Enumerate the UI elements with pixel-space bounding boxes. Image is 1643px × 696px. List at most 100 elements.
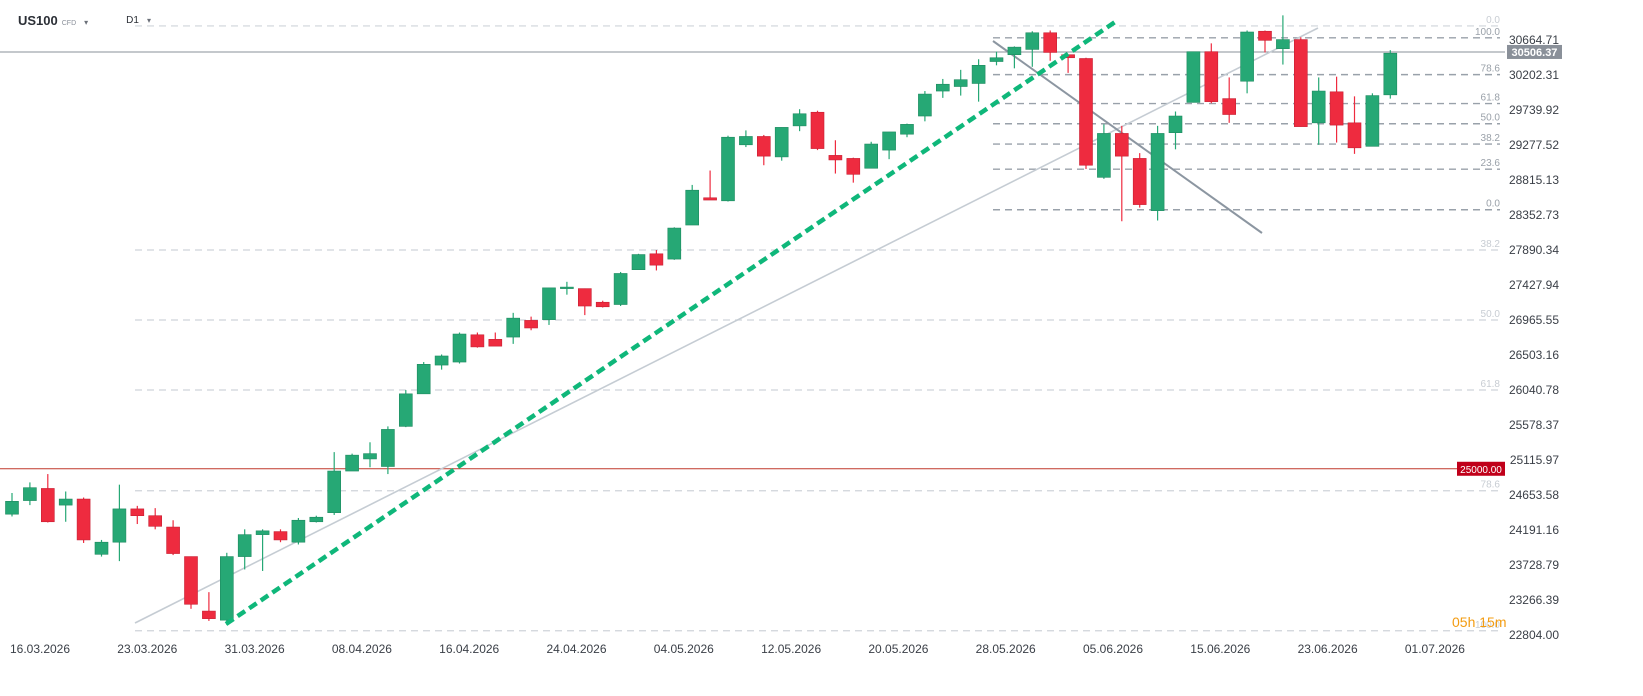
symbol-selector[interactable]: US100 CFD ▾: [18, 13, 88, 28]
time-tick-label: 08.04.2026: [332, 642, 392, 656]
candle-bearish: [184, 556, 198, 605]
candle-bullish: [1150, 133, 1165, 211]
candle-bullish: [5, 501, 19, 515]
candle-bullish: [112, 508, 127, 543]
price-tick-label: 28352.73: [1509, 208, 1559, 222]
fib-level-label: 38.2: [1481, 239, 1501, 250]
time-tick-label: 15.06.2026: [1190, 642, 1250, 656]
candle-bullish: [1240, 31, 1254, 82]
chart-toolbar: US100 CFD ▾ D1 ▾: [18, 10, 151, 30]
candle-bearish: [1258, 30, 1272, 41]
fib-retracement-left: 0.0 38.2 50.0 61.8 78.6 100.0: [135, 15, 1501, 632]
candle-bearish: [1115, 133, 1129, 157]
price-tick-label: 26965.55: [1509, 313, 1559, 327]
candle-bullish: [345, 454, 359, 472]
candle-bullish: [542, 287, 556, 320]
candle-bullish: [220, 556, 234, 621]
timeframe-selector[interactable]: D1 ▾: [126, 15, 151, 26]
symbol-name: US100: [18, 12, 58, 28]
fib-retracement-right: 100.0 78.6 61.8 50.0 38.2 23.6 0.0: [993, 27, 1501, 211]
candle-bullish: [667, 227, 682, 260]
candle-bullish: [1276, 39, 1290, 49]
time-tick-label: 16.03.2026: [10, 642, 70, 656]
price-tick-label: 22804.00: [1509, 628, 1559, 642]
candle-bullish: [381, 429, 395, 467]
candle-bullish: [721, 136, 735, 202]
price-tick-label: 25578.37: [1509, 418, 1559, 432]
fib-level-label: 23.6: [1481, 158, 1501, 169]
channel-line: [134, 27, 1319, 624]
fib-level-label: 0.0: [1486, 15, 1500, 26]
price-tick-label: 26040.78: [1509, 383, 1559, 397]
price-tick-label: 27890.34: [1509, 243, 1559, 257]
chevron-down-icon: ▾: [84, 17, 89, 27]
candle-bullish: [792, 113, 807, 127]
time-tick-label: 20.05.2026: [868, 642, 928, 656]
trendline: [224, 18, 1120, 626]
price-tick-label: 26503.16: [1509, 348, 1559, 362]
candle-bearish: [524, 320, 538, 329]
time-tick-label: 28.05.2026: [976, 642, 1036, 656]
candle-bullish: [918, 93, 932, 117]
candle-bullish: [398, 393, 413, 427]
candle-bullish: [416, 364, 431, 395]
candle-bullish: [452, 333, 467, 363]
current-price-badge: [1507, 44, 1562, 59]
candle-bullish: [882, 131, 896, 151]
candle-bullish: [971, 65, 986, 84]
candle-bullish: [1097, 133, 1111, 178]
candle-bullish: [1383, 52, 1398, 96]
candle-bearish: [649, 253, 664, 266]
candle-bullish: [864, 143, 879, 169]
price-tick-label: 30202.31: [1509, 68, 1559, 82]
candle-bullish: [739, 136, 753, 146]
price-tick-label: 27427.94: [1509, 278, 1559, 292]
candle-bearish: [148, 515, 162, 527]
time-tick-label: 01.07.2026: [1405, 642, 1465, 656]
fib-level-label: 61.8: [1481, 93, 1501, 104]
candle-bearish: [470, 334, 485, 348]
fib-level-label: 100.0: [1475, 27, 1500, 38]
candle-bullish: [1311, 90, 1326, 124]
candle-bullish: [363, 453, 377, 460]
timeframe-label: D1: [126, 14, 139, 26]
support-value: 25000.00: [1460, 465, 1502, 476]
support-badge: [1457, 461, 1505, 476]
time-axis[interactable]: 16.03.2026 23.03.2026 31.03.2026 08.04.2026…: [10, 642, 1465, 656]
price-tick-label: 29277.52: [1509, 138, 1559, 152]
candle-bearish: [166, 526, 180, 554]
time-tick-label: 12.05.2026: [761, 642, 821, 656]
time-tick-label: 23.03.2026: [117, 642, 177, 656]
uptrend-line: [224, 18, 1120, 626]
fib-level-label: 38.2: [1481, 133, 1501, 144]
candle-bearish: [595, 301, 610, 308]
price-tick-label: 24653.58: [1509, 488, 1559, 502]
candle-bullish: [237, 534, 252, 557]
fib-level-label: 50.0: [1481, 309, 1501, 320]
candle-bullish: [953, 79, 968, 87]
price-tick-label: 29739.92: [1509, 103, 1559, 117]
candle-bullish: [631, 254, 646, 270]
candle-bullish: [1007, 46, 1022, 56]
time-tick-label: 31.03.2026: [225, 642, 285, 656]
candle-bearish: [130, 508, 145, 517]
fib-level-label: 78.6: [1481, 64, 1501, 75]
candle-bearish: [1222, 98, 1236, 115]
candle-bullish: [255, 530, 270, 535]
candle-bullish: [94, 541, 109, 555]
candle-bearish: [756, 136, 771, 157]
candle-bearish: [40, 488, 55, 523]
fib-level-label: 78.6: [1481, 480, 1501, 491]
candle-bearish: [273, 531, 288, 541]
candle-bearish: [1132, 158, 1147, 205]
candle-bearish: [1204, 51, 1219, 102]
price-tick-label: 25115.97: [1510, 453, 1559, 467]
price-tick-label: 30664.71: [1509, 33, 1559, 47]
candle-bearish: [76, 498, 91, 541]
candle-bullish: [1186, 51, 1201, 103]
candle-bearish: [1043, 32, 1057, 53]
price-tick-label: 28815.13: [1509, 173, 1559, 187]
candle-bullish: [291, 519, 306, 543]
price-axis[interactable]: 30664.71 30202.31 29739.92 29277.52 28815.13…: [1509, 33, 1559, 642]
